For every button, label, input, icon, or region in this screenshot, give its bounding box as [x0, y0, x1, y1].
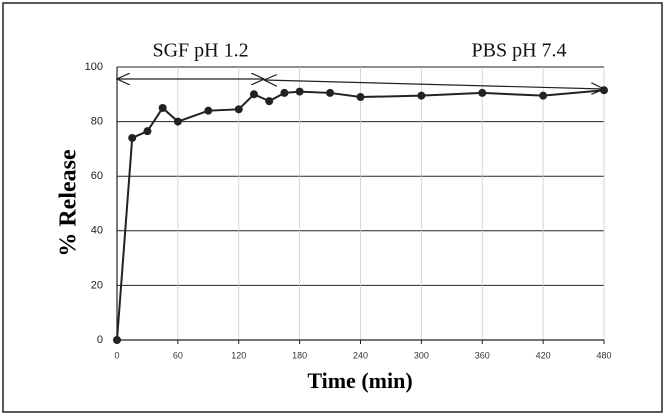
data-point [265, 97, 274, 106]
y-axis-label: % Release [56, 149, 82, 257]
data-point [539, 91, 548, 100]
data-point [234, 105, 243, 114]
x-tick-label: 480 [596, 350, 611, 360]
data-point [326, 88, 335, 97]
data-point [204, 106, 213, 115]
annotation-text: SGF pH 1.2 [152, 40, 248, 62]
y-tick-label: 100 [85, 61, 103, 73]
data-point [478, 88, 487, 97]
data-point [249, 90, 258, 99]
y-tick-label: 60 [91, 170, 103, 182]
data-point [600, 86, 608, 95]
y-tick-label: 20 [91, 279, 103, 291]
x-tick-label: 0 [114, 350, 119, 360]
data-point [113, 336, 121, 344]
data-point [173, 117, 182, 126]
data-point [280, 88, 289, 97]
annotation-text: PBS pH 7.4 [471, 40, 566, 62]
x-axis-label: Time (min) [307, 368, 412, 393]
y-tick-label: 40 [91, 225, 103, 237]
x-tick-label: 360 [475, 350, 490, 360]
data-point [143, 127, 152, 136]
y-tick-label: 80 [91, 116, 103, 128]
annotation-arrow [264, 80, 604, 89]
data-point [417, 91, 426, 100]
data-point [128, 133, 137, 142]
x-tick-label: 180 [292, 350, 307, 360]
y-tick-label: 0 [97, 334, 103, 346]
data-point [158, 103, 167, 112]
data-point [295, 87, 304, 96]
x-tick-label: 120 [231, 350, 246, 360]
x-tick-label: 240 [353, 350, 368, 360]
x-tick-label: 300 [414, 350, 429, 360]
x-tick-label: 420 [536, 350, 551, 360]
data-point [356, 93, 365, 102]
x-tick-label: 60 [173, 350, 183, 360]
